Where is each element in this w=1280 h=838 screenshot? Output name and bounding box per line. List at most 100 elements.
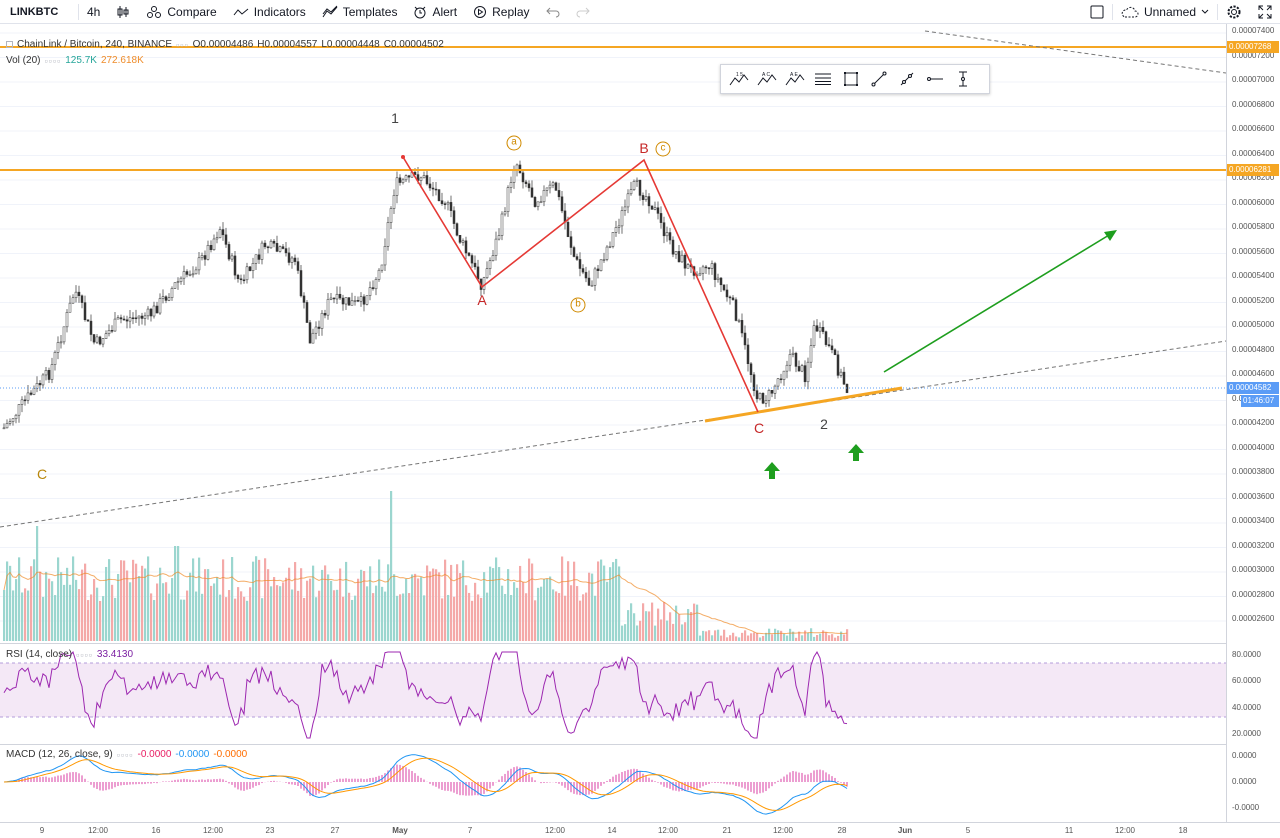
fullscreen-toggle-button[interactable] [1082,0,1112,24]
elliott-correction-tool[interactable]: A C [753,65,781,93]
candle-body [551,182,555,186]
price-tick-label: 0.00004600 [1232,369,1275,378]
price-tick-label: 0.00006000 [1232,197,1275,207]
candle-body [665,232,669,237]
upper-dashed-trendline[interactable] [924,30,1226,74]
macd-hist-bar [135,782,137,785]
candle-body [227,244,231,260]
volume-label[interactable]: Vol (20) [6,55,41,66]
candle-body [605,246,609,260]
rectangle-tool[interactable] [837,65,865,93]
volume-bar [654,625,657,641]
volume-bar [384,591,387,641]
series-title[interactable]: ChainLink / Bitcoin, 240, BINANCE [17,39,173,50]
legend-controls[interactable]: ▫▫▫▫ [76,649,93,660]
candle-body [359,296,363,302]
trendline-tool[interactable] [865,65,893,93]
rsi-label[interactable]: RSI (14, close) [6,649,73,660]
candle-body [194,269,198,275]
candle-body [272,240,276,244]
macd-hist-bar [129,782,131,785]
legend-controls[interactable]: ▫▫▫▫ [44,55,62,66]
candle-body [53,352,57,365]
candle-body [314,326,318,334]
price-tick-label: 0.00004000 [1232,442,1275,452]
macd-hist-bar [693,782,695,790]
price-axis[interactable]: 0.00007400 0.00007200 0.00007000 0.00006800… [1226,24,1280,822]
support-trendline[interactable] [704,386,903,423]
settings-button[interactable] [1218,0,1250,24]
replay-button[interactable]: Replay [465,0,537,24]
wave-ae-icon: A E [785,72,805,86]
volume-bar [348,592,351,641]
macd-hist-bar [666,782,668,788]
undo-button[interactable] [538,0,568,24]
time-axis[interactable] [0,822,1280,838]
legend-controls[interactable]: ▫▫▫ [176,39,189,50]
ray-tool[interactable] [893,65,921,93]
macd-hist-bar [183,778,185,782]
macd-hist-bar [195,780,197,782]
candle-body [371,287,375,290]
elliott-triangle-tool[interactable]: A E [781,65,809,93]
macd-hist-bar [270,780,272,782]
volume-bar [6,561,9,641]
volume-bar [486,592,489,641]
time-tick-label: 12:00 [202,826,224,835]
volume-bar [63,584,66,641]
compare-button[interactable]: Compare [138,0,224,24]
compare-label: Compare [167,4,217,19]
abc-wave-lines[interactable] [402,156,759,413]
volume-bar [180,599,183,641]
layout-menu-button[interactable]: Unnamed [1113,0,1217,24]
volume-bar [519,565,522,641]
collapse-legend-icon[interactable] [6,41,13,48]
candle-body [239,278,243,281]
candle-body [449,202,453,211]
projection-arrow[interactable] [883,231,1115,373]
redo-button[interactable] [568,0,598,24]
macd-hist-bar [792,771,794,782]
volume-bar [198,557,201,641]
legend-controls[interactable]: ▫▫▫▫ [116,749,134,760]
volume-bar [351,599,354,641]
interval-button[interactable]: 4h [87,4,101,19]
volume-bar [534,600,537,641]
wave-anchor-point[interactable] [401,155,405,159]
volume-bar [615,558,618,641]
chart-style-button[interactable] [108,0,138,24]
vertical-line-tool[interactable] [949,65,977,93]
indicators-button[interactable]: Indicators [225,0,314,24]
candle-body [140,315,144,319]
templates-button[interactable]: Templates [314,0,406,24]
candle-body [467,252,471,256]
volume-bar [639,620,642,641]
candle-body [389,208,393,223]
alert-button[interactable]: Alert [405,0,465,24]
elliott-impulse-tool[interactable]: 1 5 [725,65,753,93]
volume-bar [129,582,132,641]
macd-hist-bar [765,782,767,792]
horizontal-ray-tool[interactable] [921,65,949,93]
candle-body [650,205,654,210]
macd-hist-bar [498,779,500,782]
macd-hist-bar [411,770,413,782]
long-dashed-trendline[interactable] [0,340,1226,528]
templates-label: Templates [342,4,398,19]
macd-hist-bar [213,779,215,782]
macd-hist-bar [363,779,365,782]
fullscreen-button[interactable] [1250,0,1280,24]
volume-bar [120,560,123,641]
macd-hist-bar [345,778,347,782]
symbol-search[interactable]: LINKBTC [10,5,59,18]
volume-bar [297,590,300,641]
svg-text:A E: A E [790,72,798,78]
line-style-tool[interactable] [809,65,837,93]
chart-canvas[interactable] [0,24,1226,822]
pane-separator[interactable] [0,643,1226,644]
volume-bar [645,611,648,641]
macd-label[interactable]: MACD (12, 26, close, 9) [6,749,113,760]
pane-separator[interactable] [0,744,1226,745]
volume-bar [807,632,810,641]
candle-body [776,378,780,387]
